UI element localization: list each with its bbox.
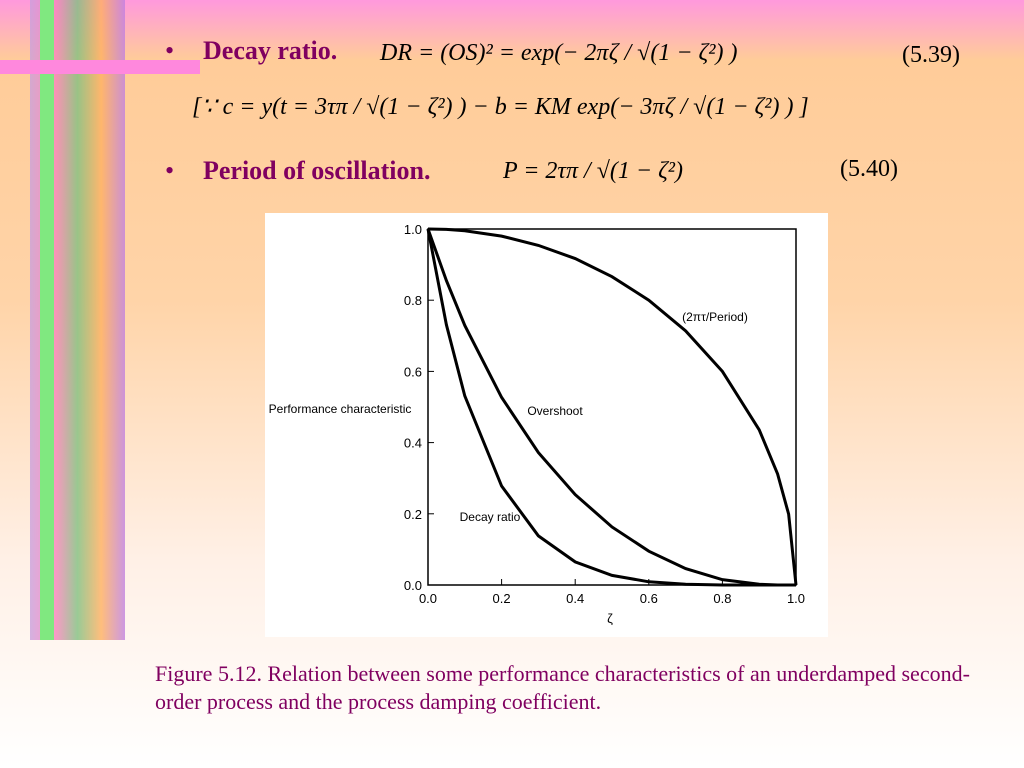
bullet-label: Period of oscillation. (203, 156, 431, 185)
series-label: Overshoot (527, 404, 583, 418)
y-axis-label: Performance characteristic (269, 402, 412, 416)
plot-frame (427, 228, 797, 586)
y-tick-label: 0.6 (404, 364, 422, 379)
x-tick-label: 1.0 (787, 591, 805, 606)
line (426, 228, 796, 587)
equation: DR = (OS)² = exp(− 2πζ / √(1 − ζ²) ) (380, 40, 738, 66)
eq-number: (5.39) (902, 42, 960, 68)
x-tick-label: 0.6 (640, 591, 658, 606)
chart: 0.0 0.2 0.4 0.6 0.8 1.0 0.0 0.2 0.4 0.6 0.8 1.0 Perf… (265, 213, 828, 637)
equation: P = 2τπ / √(1 − ζ²) (503, 158, 683, 184)
line (426, 228, 796, 587)
bullet: • (165, 36, 175, 65)
y-tick-label: 0.2 (404, 507, 422, 522)
series-label: Decay ratio (460, 510, 521, 524)
line (427, 227, 798, 586)
y-tick-label: 0.0 (404, 578, 422, 593)
x-tick-label: 0.8 (713, 591, 731, 606)
x-tick-label: 0.0 (419, 591, 437, 606)
eq-number: (5.40) (840, 156, 898, 182)
x-axis-label: ζ (607, 611, 613, 626)
bullet: • (165, 156, 175, 185)
caption: Figure 5.12. Relation between some perfo… (155, 661, 970, 714)
y-tick-label: 0.8 (404, 293, 422, 308)
decor (0, 60, 200, 74)
y-tick-label: 1.0 (404, 222, 422, 237)
bullet-label: Decay ratio. (203, 36, 338, 65)
y-tick-label: 0.4 (404, 436, 422, 451)
series-label: (2πτ/Period) (682, 310, 748, 324)
equation: [∵ c = y(t = 3τπ / √(1 − ζ²) ) − b = KM … (192, 94, 809, 120)
x-tick-label: 0.4 (566, 591, 584, 606)
decor (40, 0, 54, 640)
x-tick-label: 0.2 (493, 591, 511, 606)
